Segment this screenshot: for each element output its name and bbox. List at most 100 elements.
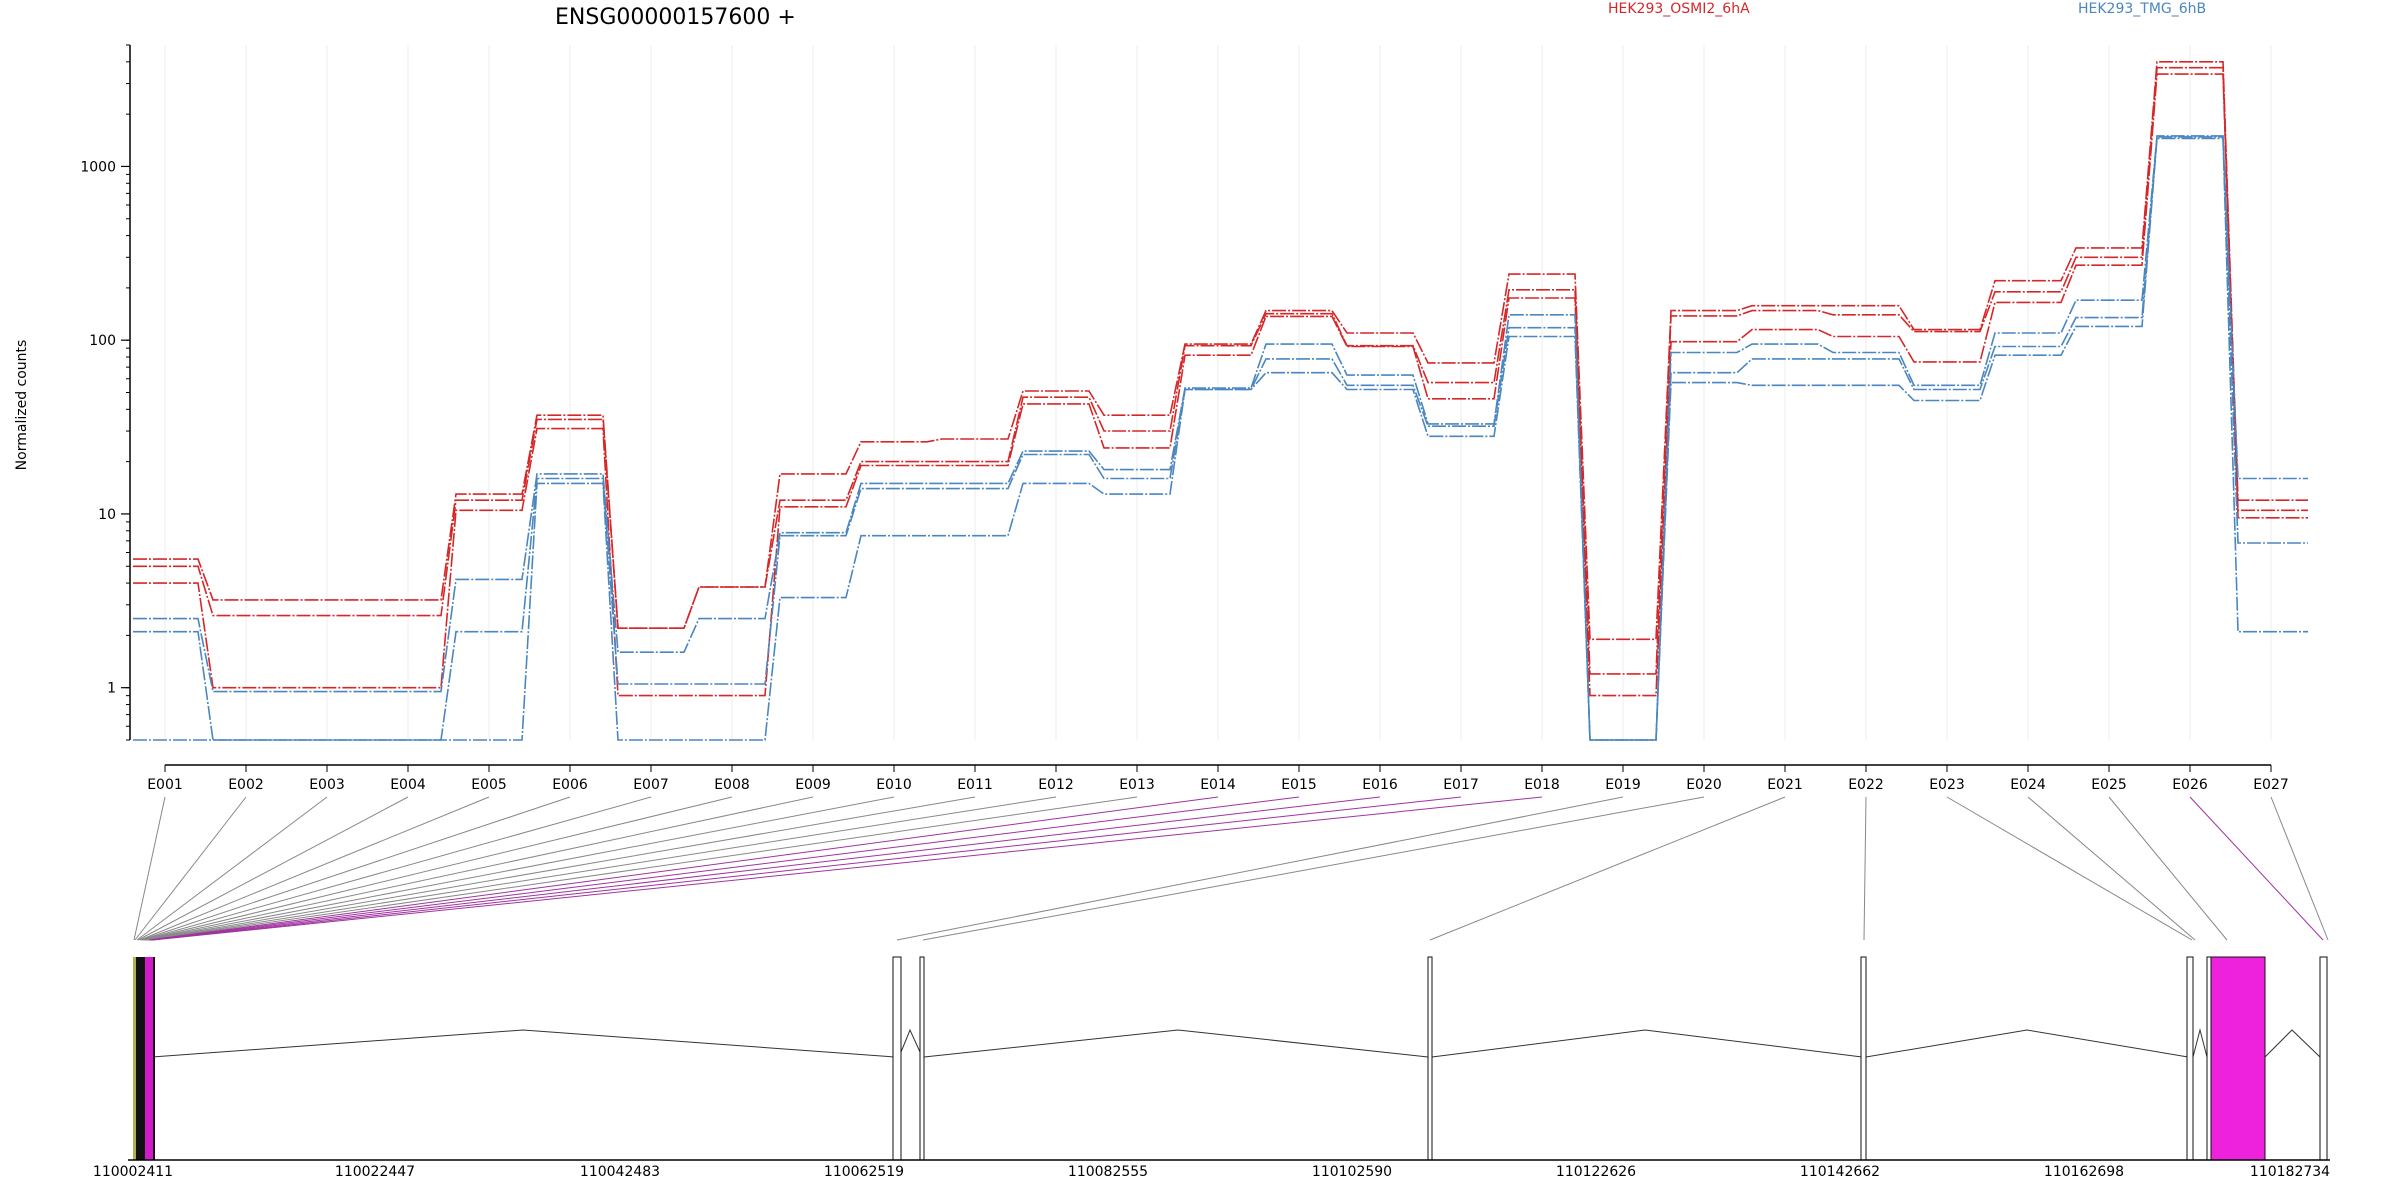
exon-block (137, 957, 139, 1160)
y-tick-label: 1000 (80, 159, 116, 175)
exon-connector (144, 796, 895, 941)
exon-block-e019 (892, 956, 902, 1161)
exon-connector (1429, 796, 1786, 941)
exon-connector (148, 796, 1219, 941)
genome-coordinate-label: 110082555 (1068, 1164, 1148, 1180)
gene-model: 110002411 110022447 110042483 110062519 1100… (93, 956, 2330, 1180)
exon-connector (143, 796, 814, 941)
chart-title: ENSG00000157600 + (555, 5, 796, 30)
exon-connector (2108, 796, 2228, 941)
legend-item-tmg: HEK293_TMG_6hB (2078, 1, 2206, 17)
axes: 1 10 100 1000 E001 E002 E003 E004 E005 E006 E007 E0… (80, 44, 2289, 793)
series-line-1 (133, 61, 2308, 641)
series-line-5 (133, 136, 2308, 741)
intron-line (2192, 1028, 2208, 1058)
intron-line (1865, 1029, 2189, 1058)
y-tick-label: 1 (107, 681, 116, 697)
series-lines (133, 61, 2308, 741)
genome-coordinate-label: 110122626 (1556, 1164, 1636, 1180)
x-tick-label: E016 (1362, 777, 1398, 793)
series-line-6 (133, 137, 2308, 741)
x-tick-label: E015 (1281, 777, 1317, 793)
genome-coordinate-label: 110162698 (2044, 1164, 2124, 1180)
exon-block (151, 957, 153, 1160)
exon-connector (1946, 796, 2193, 941)
exon-block (145, 957, 147, 1160)
y-axis-label: Normalized counts (14, 340, 30, 471)
exon-block (141, 957, 143, 1160)
x-tick-label: E009 (795, 777, 831, 793)
exon-connector (150, 796, 1381, 941)
exon-connector (145, 796, 976, 941)
intron-line (900, 1028, 921, 1053)
x-tick-label: E008 (714, 777, 750, 793)
x-tick-label: E027 (2253, 777, 2289, 793)
exon-connector (141, 796, 652, 941)
intron-line (151, 1029, 896, 1058)
x-tick-label: E011 (957, 777, 993, 793)
x-tick-label: E021 (1767, 777, 1803, 793)
exon-block-e026 (2210, 956, 2266, 1161)
genome-coordinate-label: 110182734 (2250, 1164, 2330, 1180)
x-tick-label: E003 (309, 777, 345, 793)
exon-connector (1863, 796, 1867, 941)
exon-block (149, 957, 151, 1160)
x-tick-label: E004 (390, 777, 426, 793)
genome-coordinate-label: 110042483 (580, 1164, 660, 1180)
x-tick-label: E001 (147, 777, 183, 793)
exon-block-e027 (2319, 956, 2328, 1161)
intron-line (1431, 1029, 1863, 1058)
series-line-2 (133, 66, 2308, 675)
x-tick-label: E010 (876, 777, 912, 793)
exon-block (133, 957, 136, 1160)
exon-connector (922, 796, 1705, 941)
x-tick-label: E014 (1200, 777, 1236, 793)
series-line-4 (133, 135, 2308, 741)
x-tick-label: E019 (1605, 777, 1641, 793)
x-tick-label: E012 (1038, 777, 1074, 793)
y-tick-label: 10 (98, 507, 116, 523)
genome-coordinate-label: 110142662 (1800, 1164, 1880, 1180)
x-tick-label: E020 (1686, 777, 1722, 793)
x-tick-label: E017 (1443, 777, 1479, 793)
exon-connector (147, 796, 1138, 941)
y-tick-label: 100 (89, 333, 116, 349)
exon-connectors (133, 796, 2329, 941)
exon-connector (151, 796, 1462, 941)
exon-block-e024 (2186, 956, 2194, 1161)
genome-coordinate-label: 110022447 (335, 1164, 415, 1180)
exon-block (139, 957, 141, 1160)
x-tick-label: E023 (1929, 777, 1965, 793)
x-tick-label: E007 (633, 777, 669, 793)
x-tick-label: E013 (1119, 777, 1155, 793)
x-tick-label: E006 (552, 777, 588, 793)
exon-connector (136, 796, 328, 941)
legend-item-osmi2: HEK293_OSMI2_6hA (1608, 1, 1750, 17)
exon-connector (2270, 796, 2329, 941)
exon-connector (152, 796, 1543, 941)
exon-connector (140, 796, 571, 941)
exon-connector (146, 796, 1057, 941)
exon-connector (142, 796, 733, 941)
x-tick-label: E018 (1524, 777, 1560, 793)
x-tick-label: E026 (2172, 777, 2208, 793)
x-tick-label: E002 (228, 777, 264, 793)
series-line-3 (133, 73, 2308, 697)
exon-connector (133, 796, 166, 941)
intron-line (2264, 1029, 2321, 1058)
x-tick-label: E022 (1848, 777, 1884, 793)
exon-block-e020 (919, 956, 925, 1161)
x-tick-label: E024 (2010, 777, 2046, 793)
genome-coordinate-label: 110102590 (1312, 1164, 1392, 1180)
intron-line (923, 1029, 1429, 1058)
exon-connector (149, 796, 1300, 941)
exon-connector (896, 796, 1624, 941)
exon-connector (2189, 796, 2324, 941)
x-tick-label: E005 (471, 777, 507, 793)
x-tick-label: E025 (2091, 777, 2127, 793)
exon-connector (2027, 796, 2196, 941)
exon-connector (139, 796, 490, 941)
genome-coordinate-label: 110002411 (93, 1164, 173, 1180)
exon-block (147, 957, 149, 1160)
